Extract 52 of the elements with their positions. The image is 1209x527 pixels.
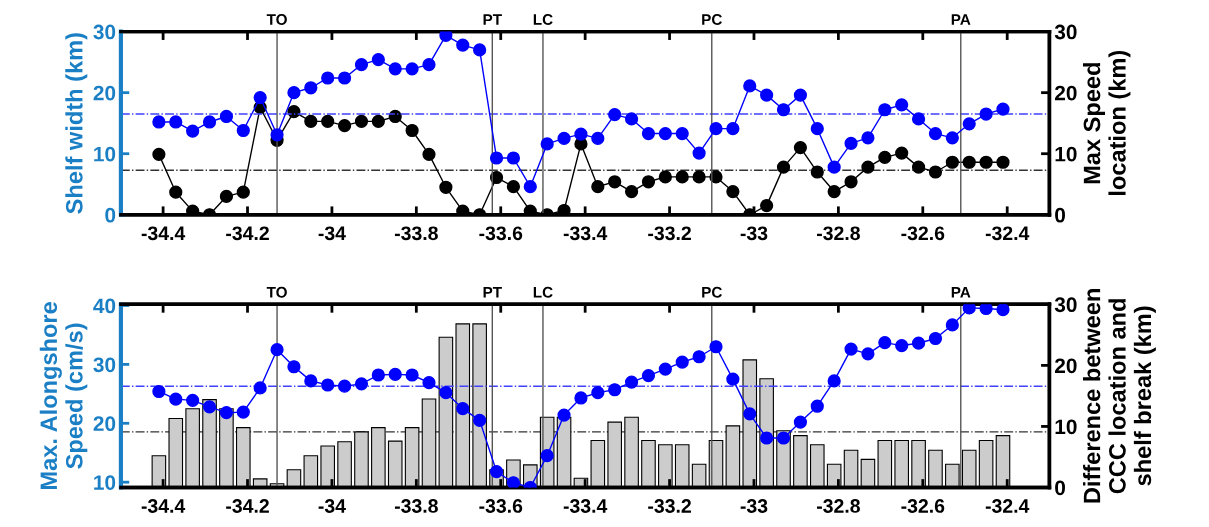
y2-tick-label: 20 bbox=[1055, 85, 1077, 101]
x-tick-label: -32.8 bbox=[816, 226, 860, 241]
ref-line-label: LC bbox=[533, 286, 553, 298]
y2-axis-title: Difference between CCC location and shelf break (km) bbox=[1083, 289, 1156, 503]
x-tick-label: -32.4 bbox=[985, 226, 1030, 241]
y2-tick-label: 30 bbox=[1054, 24, 1077, 40]
ref-line-label: PA bbox=[951, 14, 971, 25]
y2-tick-label: 20 bbox=[1055, 358, 1077, 374]
y2-tick-label: 30 bbox=[1054, 297, 1077, 313]
y-axis-title: Max. Alongshore Speed (cm/s) bbox=[39, 302, 88, 489]
ref-line-label: TO bbox=[266, 14, 287, 25]
x-tick-label: -33.6 bbox=[479, 499, 523, 513]
x-tick-label: -33.2 bbox=[648, 226, 691, 241]
x-tick-label: -33.4 bbox=[563, 499, 608, 513]
y-tick-label: 30 bbox=[93, 24, 116, 40]
ref-line-label: PC bbox=[702, 14, 722, 25]
y-tick-label: 0 bbox=[105, 207, 116, 223]
x-tick-label: -34.2 bbox=[226, 226, 269, 241]
x-tick-label: -32.6 bbox=[901, 499, 945, 513]
x-tick-label: -33.8 bbox=[394, 499, 438, 513]
x-tick-label: -32.6 bbox=[901, 226, 945, 241]
x-tick-label: -34 bbox=[318, 226, 346, 241]
y2-tick-label: 10 bbox=[1055, 419, 1077, 435]
x-tick-label: -32.4 bbox=[985, 499, 1030, 513]
x-tick-label: -33 bbox=[740, 226, 768, 241]
x-tick-label: -32.8 bbox=[816, 499, 860, 513]
x-tick-label: -34 bbox=[318, 499, 346, 513]
ref-line-label: PT bbox=[483, 287, 502, 298]
ref-line-label: PC bbox=[702, 286, 722, 298]
x-tick-label: -33.6 bbox=[479, 226, 523, 241]
ref-line-label: PT bbox=[483, 14, 502, 25]
ref-line-label: LC bbox=[533, 14, 553, 25]
y-tick-label: 20 bbox=[93, 85, 116, 101]
y-axis-title: Shelf width (km) bbox=[65, 33, 88, 214]
y2-tick-label: 0 bbox=[1055, 207, 1066, 223]
x-tick-label: -33.8 bbox=[394, 226, 438, 241]
y-tick-label: 10 bbox=[94, 475, 116, 490]
ref-line-label: PA bbox=[951, 287, 971, 298]
y2-tick-label: 0 bbox=[1055, 480, 1066, 496]
y-tick-label: 20 bbox=[93, 416, 116, 432]
x-tick-label: -34.4 bbox=[141, 499, 186, 513]
x-tick-label: -33 bbox=[740, 499, 768, 513]
y-tick-label: 30 bbox=[93, 357, 116, 373]
x-tick-label: -33.2 bbox=[648, 499, 691, 513]
x-tick-label: -34.2 bbox=[226, 499, 269, 513]
y-tick-label: 40 bbox=[93, 298, 116, 314]
y2-axis-title: Max Speed location (km) bbox=[1083, 50, 1131, 195]
x-tick-label: -34.4 bbox=[141, 226, 186, 241]
ref-line-label: TO bbox=[266, 286, 287, 298]
y-tick-label: 10 bbox=[94, 146, 116, 162]
y2-tick-label: 10 bbox=[1055, 146, 1077, 162]
x-tick-label: -33.4 bbox=[563, 226, 608, 241]
